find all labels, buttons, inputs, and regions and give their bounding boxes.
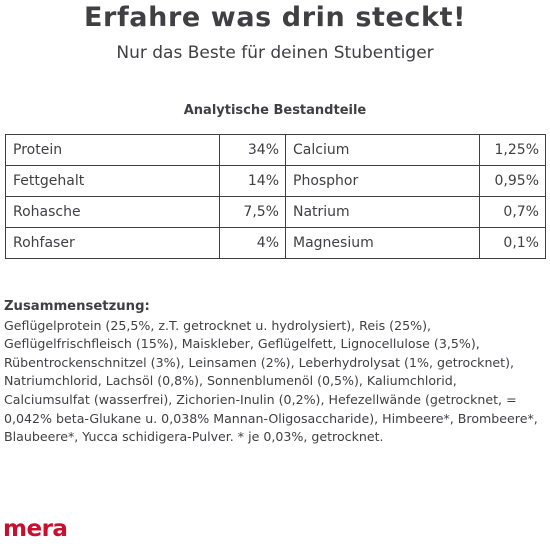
nutrient-name: Protein [5,134,220,166]
analysis-table-title: Analytische Bestandteile [183,103,367,118]
composition-text: Geflügelprotein (25,5%, z.T. getrocknet … [4,317,538,445]
composition-title: Zusammensetzung: [4,299,150,314]
composition-section: Zusammensetzung: Geflügelprotein (25,5%,… [4,298,544,447]
nutrient-name: Fettgehalt [5,165,220,197]
page-title: Erfahre was drin steckt! [84,2,466,33]
nutrient-value: 4% [219,227,286,259]
mineral-value: 0,7% [479,196,546,228]
nutrient-value: 34% [219,134,286,166]
nutrient-value: 14% [219,165,286,197]
analysis-table: Protein 34% Calcium 1,25% Fettgehalt 14%… [5,134,546,259]
mera-logo: mera [3,516,68,542]
mineral-name: Magnesium [285,227,480,259]
mineral-value: 0,95% [479,165,546,197]
nutrient-value: 7,5% [219,196,286,228]
mineral-value: 1,25% [479,134,546,166]
mineral-name: Natrium [285,196,480,228]
nutrient-name: Rohfaser [5,227,220,259]
page-subtitle: Nur das Beste für deinen Stubentiger [116,43,434,63]
table-row: Protein 34% Calcium 1,25% [5,134,546,166]
table-row: Fettgehalt 14% Phosphor 0,95% [5,165,546,197]
table-row: Rohasche 7,5% Natrium 0,7% [5,196,546,228]
mineral-name: Calcium [285,134,480,166]
nutrient-name: Rohasche [5,196,220,228]
table-row: Rohfaser 4% Magnesium 0,1% [5,227,546,259]
mineral-value: 0,1% [479,227,546,259]
mineral-name: Phosphor [285,165,480,197]
